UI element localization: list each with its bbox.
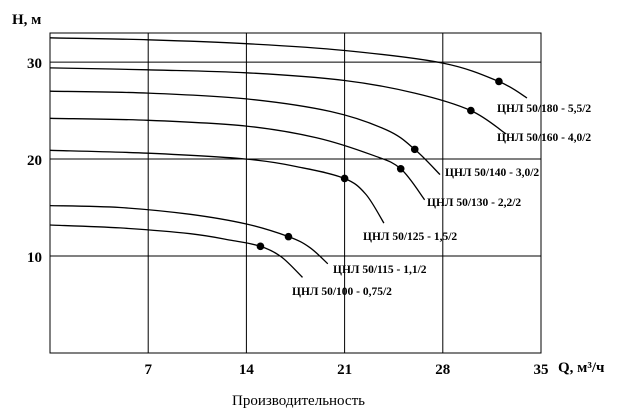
series-line — [49, 204, 329, 265]
plot-frame — [49, 32, 542, 354]
y-axis-title: H, м — [12, 12, 41, 28]
series-marker — [495, 77, 503, 86]
series-label: ЦНЛ 50/100 - 0,75/2 — [292, 286, 392, 298]
series-label: ЦНЛ 50/125 - 1,5/2 — [363, 231, 457, 243]
series-marker — [256, 242, 265, 251]
series-marker — [284, 232, 293, 241]
y-tick-label: 30 — [27, 56, 42, 72]
series-label: ЦНЛ 50/180 - 5,5/2 — [497, 103, 591, 115]
series-line — [49, 67, 507, 135]
x-tick-label: 7 — [144, 362, 152, 378]
series-marker — [467, 106, 475, 115]
x-tick-label: 35 — [534, 362, 549, 378]
series-marker — [396, 164, 405, 173]
x-tick-label: 14 — [239, 362, 255, 378]
x-tick-label: 21 — [337, 362, 352, 378]
series-marker — [340, 174, 349, 183]
series-line — [49, 90, 441, 176]
series-label: ЦНЛ 50/115 - 1,1/2 — [333, 264, 427, 276]
x-axis-title: Q, м³/ч — [558, 360, 605, 376]
series-line — [49, 149, 385, 224]
series-label: ЦНЛ 50/160 - 4,0/2 — [497, 132, 591, 144]
series-labels: ЦНЛ 50/180 - 5,5/2 ЦНЛ 50/160 - 4,0/2 ЦНЛ … — [292, 103, 591, 298]
series-label: ЦНЛ 50/140 - 3,0/2 — [445, 167, 539, 179]
series-line — [49, 224, 303, 278]
series-markers — [256, 77, 503, 251]
chart-caption: Производительность — [232, 393, 365, 409]
grid — [49, 32, 542, 354]
x-tick-label: 28 — [435, 362, 450, 378]
y-tick-label: 20 — [27, 153, 42, 169]
y-tick-label: 10 — [27, 250, 42, 266]
series-line — [49, 37, 528, 99]
series-marker — [410, 145, 419, 154]
tick-labels: 7 14 21 28 35 10 20 30 — [27, 56, 549, 378]
series-label: ЦНЛ 50/130 - 2,2/2 — [427, 197, 521, 209]
